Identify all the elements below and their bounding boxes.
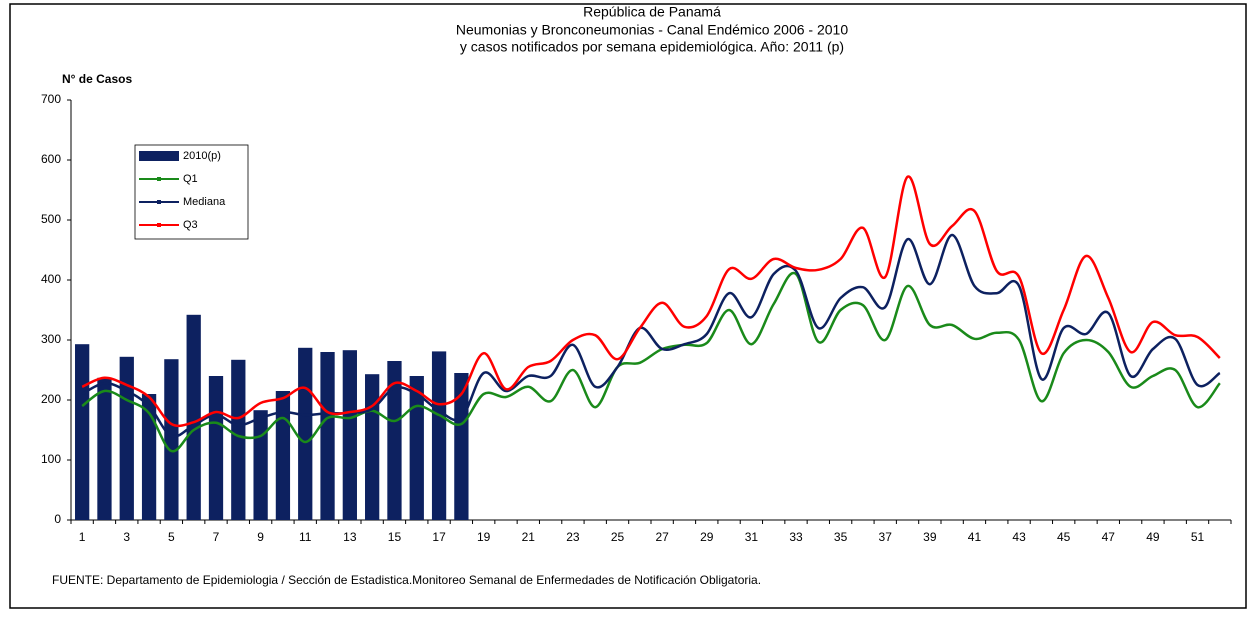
legend: 2010(p) Q1 Mediana Q3 xyxy=(134,144,249,240)
y-tick-label: 0 xyxy=(54,512,61,526)
x-tick-label: 35 xyxy=(834,530,848,544)
y-tick-label: 700 xyxy=(41,92,61,106)
x-tick-label: 51 xyxy=(1191,530,1205,544)
y-tick-label: 100 xyxy=(41,452,61,466)
y-tick-label: 200 xyxy=(41,392,61,406)
line-series xyxy=(81,271,1221,453)
legend-label: Mediana xyxy=(183,196,226,208)
x-tick-label: 17 xyxy=(432,530,446,544)
bar xyxy=(164,359,179,520)
bar xyxy=(275,391,291,520)
x-tick-label: 37 xyxy=(879,530,893,544)
bar xyxy=(119,356,134,520)
bar xyxy=(231,359,246,520)
source-note: FUENTE: Departamento de Epidemiologia / … xyxy=(52,573,761,587)
bar xyxy=(141,394,157,520)
legend-label: Q3 xyxy=(183,219,198,231)
bar xyxy=(387,361,402,520)
bar xyxy=(454,373,469,520)
chart-subtitle: Neumonias y Bronconeumonias - Canal Endé… xyxy=(456,22,848,38)
x-tick-label: 13 xyxy=(343,530,357,544)
legend-marker xyxy=(157,223,161,227)
legend-label: Q1 xyxy=(183,173,198,185)
x-tick-label: 15 xyxy=(388,530,402,544)
bar xyxy=(97,377,112,520)
legend-marker xyxy=(157,177,161,181)
bar xyxy=(298,347,313,520)
x-tick-label: 11 xyxy=(299,530,312,544)
x-tick-label: 29 xyxy=(700,530,714,544)
x-tick-label: 45 xyxy=(1057,530,1071,544)
y-axis-label: N° de Casos xyxy=(62,72,132,86)
x-tick-label: 41 xyxy=(968,530,982,544)
bar xyxy=(431,351,447,520)
x-tick-label: 49 xyxy=(1146,530,1160,544)
x-tick-label: 25 xyxy=(611,530,625,544)
bar xyxy=(342,350,357,520)
x-tick-label: 39 xyxy=(923,530,937,544)
x-tick-label: 47 xyxy=(1102,530,1116,544)
x-tick-label: 7 xyxy=(213,530,220,544)
x-tick-label: 9 xyxy=(257,530,264,544)
x-tick-label: 43 xyxy=(1012,530,1026,544)
x-tick-label: 5 xyxy=(168,530,175,544)
x-tick-label: 33 xyxy=(789,530,803,544)
legend-label: 2010(p) xyxy=(183,150,221,162)
line-series xyxy=(81,175,1221,428)
bar xyxy=(365,374,380,520)
y-tick-label: 400 xyxy=(41,272,61,286)
bar xyxy=(320,352,335,520)
line-series xyxy=(81,233,1221,438)
bar xyxy=(186,314,201,520)
x-tick-label: 31 xyxy=(745,530,759,544)
x-tick-label: 1 xyxy=(79,530,86,544)
bar xyxy=(75,344,90,520)
x-tick-label: 23 xyxy=(566,530,580,544)
bar xyxy=(208,376,224,520)
bar xyxy=(409,376,424,520)
chart-title: República de Panamá xyxy=(583,4,721,20)
y-tick-label: 500 xyxy=(41,212,61,226)
y-tick-label: 600 xyxy=(41,152,61,166)
chart-subtitle: y casos notificados por semana epidemiol… xyxy=(460,39,844,55)
x-tick-label: 21 xyxy=(522,530,536,544)
legend-marker xyxy=(157,200,161,204)
legend-swatch xyxy=(139,151,179,161)
bar xyxy=(253,410,268,520)
x-tick-label: 19 xyxy=(477,530,491,544)
y-tick-label: 300 xyxy=(41,332,61,346)
x-tick-label: 27 xyxy=(655,530,669,544)
x-tick-label: 3 xyxy=(123,530,130,544)
